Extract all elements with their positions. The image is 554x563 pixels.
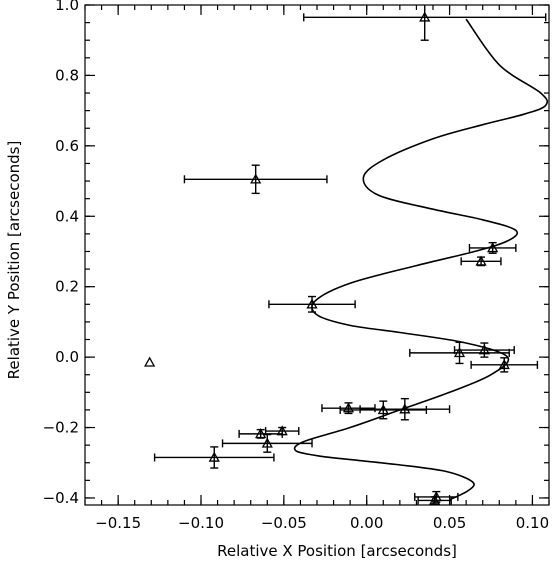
data-point [321,402,376,415]
triangle-marker [261,437,273,448]
data-point [359,397,451,421]
triangle-marker [419,11,431,22]
triangle-marker [453,347,466,358]
data-point [221,433,313,453]
data-point [339,400,428,420]
triangle-marker [342,402,355,413]
triangle-marker [255,428,267,439]
y-tick-label: 0.8 [55,66,79,84]
x-axis-title: Relative X Position [arcseconds] [217,542,457,560]
data-point [460,255,502,267]
y-axis-title: Relative Y Position [arcseconds] [5,141,23,380]
triangle-marker [144,356,156,367]
axes-layer: −0.15 −0.10 −0.05 0.00 0.05 0.10 −0.4 −0.2 0.0 0.… [43,0,550,532]
triangle-marker [478,344,490,355]
data-point [183,164,328,195]
data-point [468,241,517,254]
triangle-marker [208,451,220,462]
x-tick-label: −0.05 [261,514,307,532]
plot-frame [84,4,550,506]
y-tick-label: 0.4 [55,207,79,225]
data-point [470,357,539,373]
x-tick-label: 0.05 [433,514,466,532]
data-point [303,5,547,41]
y-tick-label: 1.0 [55,0,79,14]
triangle-marker [306,298,318,309]
x-tick-label: 0.00 [350,514,383,532]
y-tick-label: 0.0 [55,348,79,366]
triangle-marker [498,359,510,370]
x-tick-label: −0.10 [178,514,224,532]
data-points-layer [144,5,547,505]
triangle-marker [487,242,499,253]
model-curve-layer [293,18,549,501]
x-tick-label: 0.10 [516,514,549,532]
triangle-marker [399,403,411,414]
y-tick-label: −0.2 [43,419,79,437]
data-point [268,295,356,313]
y-tick-label: 0.2 [55,278,79,296]
triangle-marker [475,255,487,266]
data-point [238,428,283,439]
data-point [144,356,156,367]
data-point [453,342,515,358]
triangle-marker [250,173,262,184]
data-point [153,446,275,469]
y-tick-label: 0.6 [55,137,79,155]
data-point [417,494,452,505]
x-tick-label: −0.15 [95,514,141,532]
y-tick-label: −0.4 [43,489,79,507]
triangle-marker [429,494,441,505]
model-curve [293,18,549,501]
data-point [409,341,510,365]
